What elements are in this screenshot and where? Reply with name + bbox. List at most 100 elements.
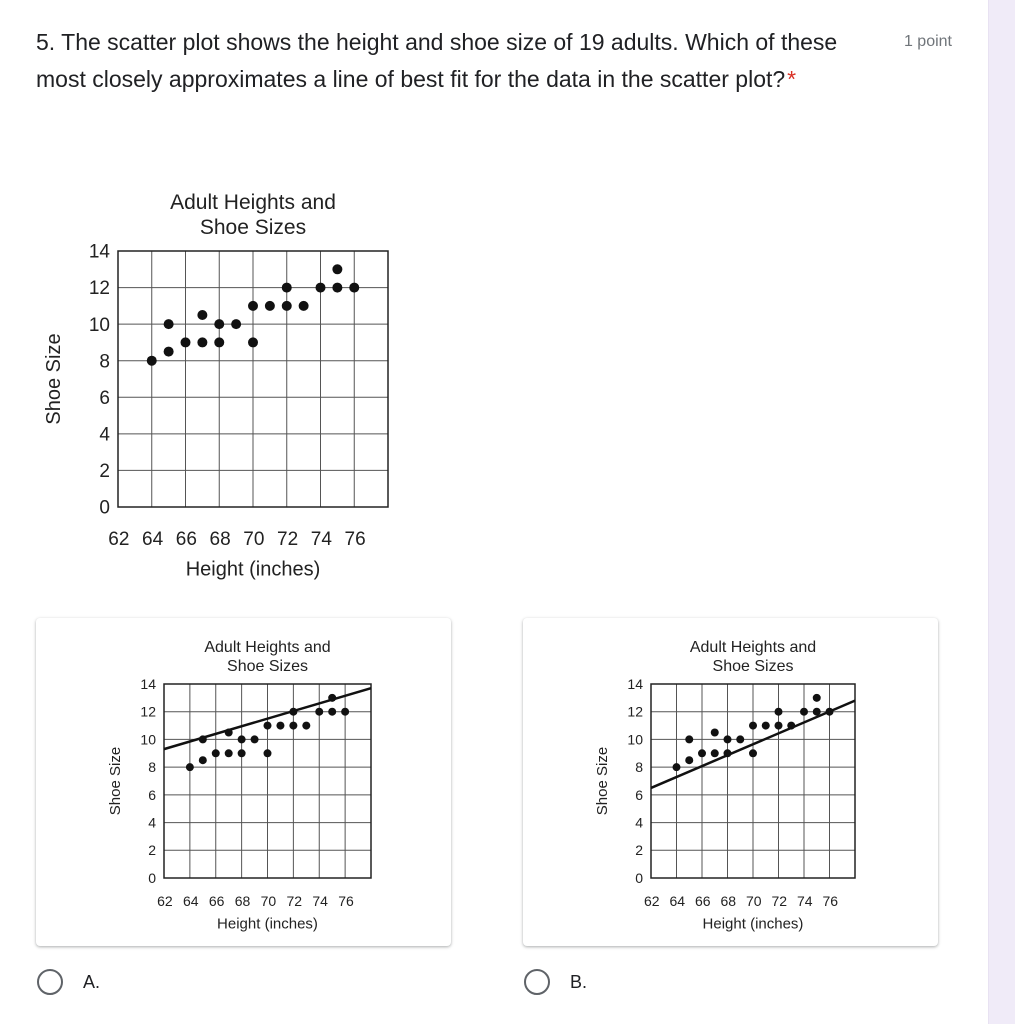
- option-a-chart-data-point: [224, 749, 233, 758]
- main-chart-data-point: [248, 337, 258, 348]
- option-a-chart-data-point: [315, 707, 324, 716]
- option-a-chart-data-point: [328, 693, 337, 702]
- main-chart-data-point: [315, 282, 326, 293]
- option-b-chart-data-point: [774, 721, 783, 730]
- main-chart-data-point: [332, 264, 343, 275]
- option-b-label: B.: [570, 971, 588, 992]
- option-b-chart-data-point: [812, 693, 821, 702]
- option-b-chart-y-tick-label: 8: [635, 759, 643, 775]
- option-b-chart-best-fit-line: [650, 699, 856, 790]
- question-scatter-plot: Adult Heights and Shoe Sizes 0 2 4 6 8 10 12 14 62…: [36, 176, 416, 586]
- main-chart-data-point: [146, 355, 157, 366]
- option-a-chart-plot-frame: [163, 683, 372, 879]
- option-a-chart-x-tick-label: 76: [338, 893, 354, 909]
- main-chart-data-point: [248, 300, 258, 311]
- main-chart-y-tick-label: 10: [89, 315, 110, 336]
- option-a-chart-y-tick-label: 14: [140, 676, 156, 692]
- option-a-chart-x-tick-label: 68: [235, 893, 251, 909]
- option-a-chart-y-tick-label: 6: [148, 787, 156, 803]
- option-b-chart-y-tick-label: 6: [635, 787, 643, 803]
- option-b-chart-data-point: [672, 763, 681, 772]
- main-chart-data-point: [332, 282, 343, 293]
- option-b-chart-data-point: [736, 735, 745, 744]
- main-chart-data-point: [197, 337, 208, 348]
- main-chart-x-tick-label: 76: [345, 529, 366, 550]
- option-a-chart-data-point: [198, 756, 207, 765]
- option-a-chart-data-point: [263, 749, 272, 758]
- main-chart-data-point: [298, 300, 309, 311]
- option-a-chart-data-point: [302, 721, 311, 730]
- main-chart-title-line-2: Shoe Sizes: [200, 216, 306, 239]
- main-chart-y-tick-label: 6: [99, 388, 110, 409]
- option-a-chart-x-tick-label: 72: [287, 893, 303, 909]
- main-chart-data-point: [197, 310, 208, 320]
- main-chart-data-point: [231, 319, 242, 330]
- option-b[interactable]: B.: [524, 964, 587, 1000]
- option-b-chart-plot-frame: [650, 683, 856, 879]
- main-chart-x-tick-label: 74: [311, 529, 333, 550]
- option-b-chart-y-tick-label: 10: [627, 731, 643, 747]
- main-chart-y-tick-label: 4: [99, 425, 110, 446]
- option-a-chart-data-point: [185, 763, 194, 772]
- main-chart-y-axis-label: Shoe Size: [43, 333, 65, 424]
- right-panel-background: [988, 0, 1015, 1024]
- option-b-chart-x-tick-label: 62: [644, 893, 660, 909]
- option-a-chart-y-tick-label: 10: [140, 731, 156, 747]
- option-b-chart-y-tick-label: 12: [627, 704, 643, 720]
- option-b-image-card: Adult Heights and Shoe Sizes 0 2 4 6 8 10 12 14 62…: [523, 618, 938, 946]
- option-a-chart-data-point: [289, 707, 298, 716]
- main-chart-data-point: [180, 337, 191, 348]
- option-b-chart-x-tick-label: 76: [822, 893, 838, 909]
- option-a-chart-y-tick-label: 4: [148, 814, 156, 830]
- main-chart-data-point: [264, 300, 275, 311]
- option-a-radio[interactable]: [37, 969, 63, 995]
- option-b-radio[interactable]: [524, 969, 550, 995]
- option-a-chart-data-point: [328, 707, 337, 716]
- option-a-chart-data-point: [276, 721, 285, 730]
- option-b-chart-y-tick-label: 0: [635, 870, 643, 886]
- main-chart-y-tick-label: 8: [99, 351, 110, 372]
- option-b-chart-data-point: [723, 735, 732, 744]
- option-a-chart-data-point: [237, 749, 246, 758]
- option-a-chart-title-line-1: Adult Heights and: [204, 639, 330, 656]
- option-b-chart-data-point: [685, 735, 694, 744]
- main-chart-data-point: [281, 300, 292, 311]
- option-b-chart-data-point: [825, 707, 834, 716]
- option-a-chart-y-tick-label: 12: [140, 704, 156, 720]
- option-a-chart-x-tick-label: 74: [312, 893, 328, 909]
- main-chart-data-point: [214, 337, 225, 348]
- option-a[interactable]: A.: [37, 964, 100, 1000]
- option-a-chart-x-axis-label: Height (inches): [217, 915, 318, 932]
- option-a-chart-data-point: [263, 721, 272, 730]
- question-title: 5. The scatter plot shows the height and…: [36, 24, 891, 98]
- main-chart-x-tick-label: 68: [210, 529, 231, 550]
- option-b-chart-x-axis-label: Height (inches): [703, 915, 804, 932]
- option-b-chart-x-tick-label: 64: [669, 893, 685, 909]
- option-a-chart-y-tick-label: 8: [148, 759, 156, 775]
- main-chart-plot-frame: [117, 250, 389, 508]
- option-b-chart-data-point: [698, 749, 706, 758]
- option-b-chart-data-point: [710, 728, 719, 737]
- main-chart-data-point: [163, 319, 174, 330]
- option-b-chart-data-point: [800, 707, 808, 716]
- option-a-chart-data-point: [211, 749, 220, 758]
- option-a-chart-x-tick-label: 66: [209, 893, 225, 909]
- main-chart-x-tick-label: 72: [277, 529, 298, 550]
- main-chart-y-tick-label: 12: [89, 278, 110, 299]
- question-text: 5. The scatter plot shows the height and…: [36, 29, 838, 92]
- option-b-chart-data-point: [710, 749, 719, 758]
- option-b-chart-title-line-2: Shoe Sizes: [713, 658, 794, 675]
- option-b-chart-data-point: [761, 721, 770, 730]
- main-chart-x-tick-label: 62: [108, 529, 129, 550]
- option-b-chart-data-point: [787, 721, 796, 730]
- option-a-chart-data-point: [198, 735, 207, 744]
- option-b-chart-y-tick-label: 14: [627, 676, 643, 692]
- main-chart-data-point: [349, 282, 360, 293]
- option-a-label: A.: [83, 971, 101, 992]
- option-b-chart-data-point: [749, 721, 757, 730]
- option-b-chart-x-tick-label: 70: [746, 893, 762, 909]
- main-chart-x-axis-label: Height (inches): [186, 558, 321, 580]
- option-b-chart-x-tick-label: 68: [720, 893, 736, 909]
